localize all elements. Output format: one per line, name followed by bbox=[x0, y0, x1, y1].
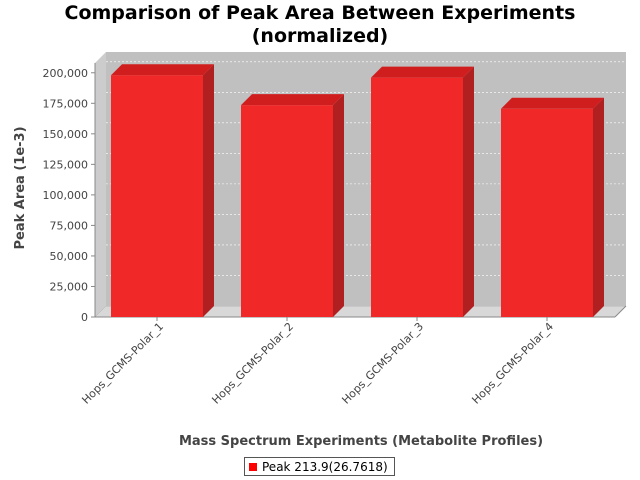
y-tick-label: 25,000 bbox=[50, 280, 89, 293]
x-tick-label: Hops_GCMS-Polar_2 bbox=[209, 320, 296, 407]
bar-top bbox=[371, 66, 474, 78]
y-tick-label: 100,000 bbox=[43, 189, 89, 202]
bar-top bbox=[241, 94, 344, 106]
plot-left-wall bbox=[95, 52, 106, 317]
y-tick-label: 150,000 bbox=[43, 128, 89, 141]
y-tick-label: 75,000 bbox=[50, 219, 89, 232]
bar-front bbox=[371, 77, 463, 318]
bar-top bbox=[501, 97, 604, 109]
x-axis-title: Mass Spectrum Experiments (Metabolite Pr… bbox=[179, 434, 543, 449]
bar-front bbox=[241, 105, 333, 317]
chart-title-line-1: Comparison of Peak Area Between Experime… bbox=[64, 2, 576, 24]
bar-side bbox=[333, 94, 344, 317]
x-axis-ticks: Hops_GCMS-Polar_1 Hops_GCMS-Polar_2 Hops_G… bbox=[79, 317, 556, 407]
bar bbox=[241, 94, 344, 317]
y-tick-label: 50,000 bbox=[50, 250, 89, 263]
y-tick-label: 175,000 bbox=[43, 97, 89, 110]
legend-label: Peak 213.9(26.7618) bbox=[262, 459, 388, 474]
y-tick-label: 200,000 bbox=[43, 67, 89, 80]
x-tick-label: Hops_GCMS-Polar_1 bbox=[79, 320, 166, 407]
y-tick-label: 0 bbox=[81, 311, 88, 324]
bar-front bbox=[501, 108, 593, 317]
bar bbox=[111, 64, 214, 317]
x-tick-label: Hops_GCMS-Polar_4 bbox=[469, 320, 556, 407]
bar-side bbox=[463, 66, 474, 318]
legend-swatch bbox=[249, 462, 257, 471]
y-axis-ticks: 0 25,000 50,000 75,000 100,000 125,000 150,000… bbox=[43, 67, 95, 324]
legend: Peak 213.9(26.7618) bbox=[244, 457, 395, 476]
chart-title-line-2: (normalized) bbox=[251, 25, 389, 47]
y-axis-title: Peak Area (1e-3) bbox=[13, 126, 28, 249]
bar-top bbox=[111, 64, 214, 76]
bar bbox=[501, 97, 604, 317]
bar-front bbox=[111, 75, 203, 317]
bar-side bbox=[203, 64, 214, 317]
chart-title: Comparison of Peak Area Between Experime… bbox=[0, 2, 640, 48]
x-axis-depth-line bbox=[614, 305, 627, 318]
bar-side bbox=[593, 97, 604, 317]
y-tick-label: 125,000 bbox=[43, 158, 89, 171]
bars bbox=[111, 64, 604, 318]
bar bbox=[371, 66, 474, 318]
x-tick-label: Hops_GCMS-Polar_3 bbox=[339, 320, 426, 407]
